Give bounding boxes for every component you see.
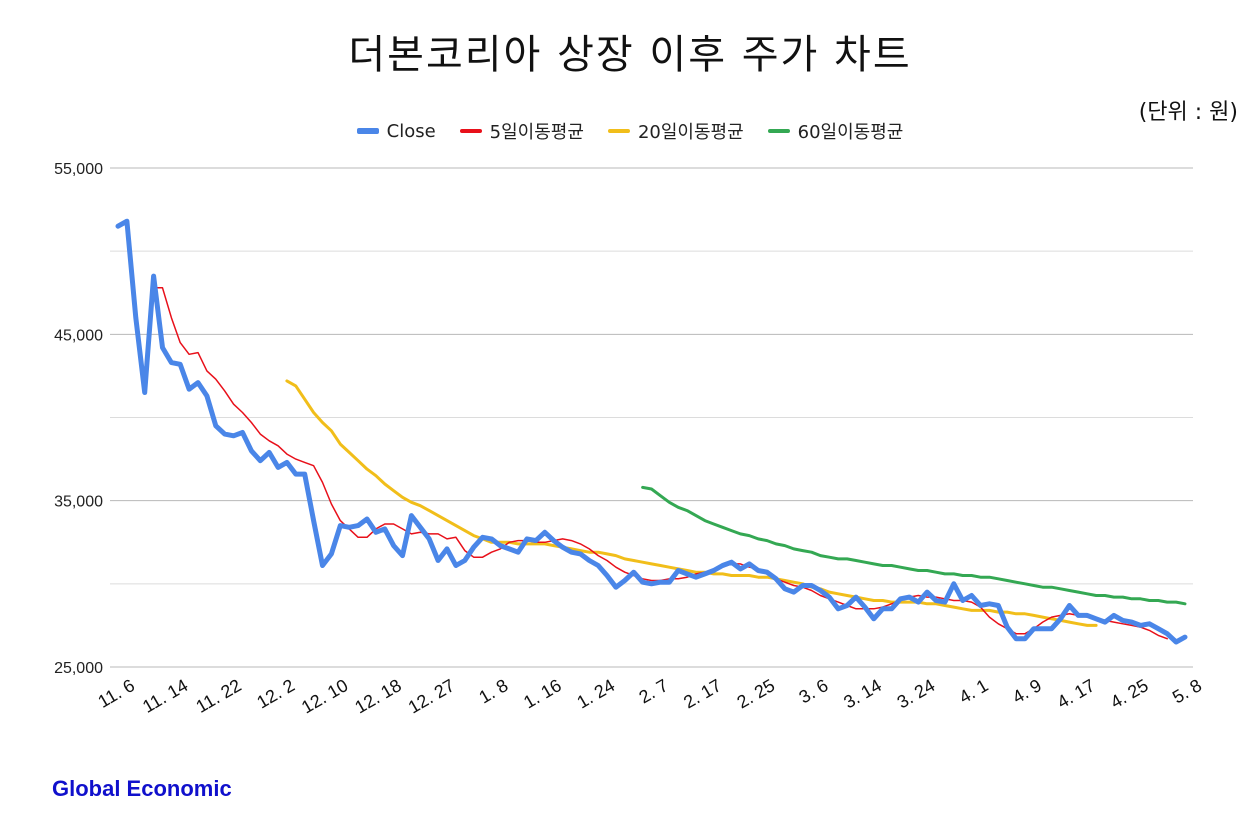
- chart-title: 더본코리아 상장 이후 주가 차트: [348, 32, 912, 78]
- legend-swatch-close: [356, 128, 379, 134]
- legend-label-ma5: 5일이동평균: [489, 122, 584, 143]
- x-tick-label: 4. 25: [1107, 675, 1152, 712]
- x-tick-label: 11. 6: [94, 675, 138, 712]
- credit-text: Global Economic: [52, 776, 232, 801]
- x-tick-label: 2. 25: [734, 675, 779, 712]
- series-close-line: [115, 218, 1188, 645]
- grid-lines: [110, 167, 1193, 668]
- x-tick-label: 2. 17: [680, 675, 725, 712]
- x-tick-label: 3. 14: [840, 675, 885, 712]
- legend-label-ma60: 60일이동평균: [797, 122, 904, 143]
- x-tick-label: 3. 6: [796, 675, 832, 707]
- x-tick-label: 4. 17: [1054, 675, 1099, 712]
- y-tick-label: 25,000: [54, 660, 103, 677]
- series-ma5-line: [152, 287, 1168, 640]
- legend-item-ma60: 60일이동평균: [767, 118, 904, 144]
- legend-swatch-ma20: [607, 129, 630, 133]
- legend-item-close: Close: [356, 118, 436, 144]
- legend-swatch-ma5: [459, 129, 482, 133]
- x-tick-label: 1. 16: [520, 675, 565, 712]
- x-axis-ticks: 11. 6 11. 14 11. 22 12. 2 12. 10 12. 18 12. 27…: [94, 675, 1205, 717]
- x-tick-label: 12. 10: [298, 675, 351, 717]
- series-ma60-line: [641, 485, 1187, 606]
- x-tick-label: 11. 22: [193, 675, 245, 717]
- x-tick-label: 12. 27: [405, 675, 458, 717]
- x-tick-label: 12. 18: [351, 675, 404, 717]
- legend-swatch-ma60: [767, 129, 790, 133]
- x-tick-label: 1. 8: [475, 675, 511, 707]
- x-tick-label: 4. 1: [956, 675, 992, 707]
- y-tick-label: 35,000: [54, 494, 103, 511]
- x-tick-label: 1. 24: [573, 675, 618, 712]
- x-tick-label: 3. 24: [894, 675, 939, 712]
- legend: Close 5일이동평균 20일이동평균 60일이동평균: [0, 118, 1260, 144]
- legend-item-ma20: 20일이동평균: [607, 118, 744, 144]
- series-lines: [115, 218, 1188, 645]
- y-axis-ticks: 25,000 35,000 45,000 55,000: [54, 161, 103, 677]
- x-tick-label: 12. 2: [253, 675, 298, 712]
- x-tick-label: 2. 7: [635, 675, 671, 707]
- unit-label: (단위 : 원): [1138, 100, 1238, 125]
- y-tick-label: 55,000: [54, 161, 103, 178]
- legend-item-ma5: 5일이동평균: [459, 118, 584, 144]
- x-tick-label: 11. 14: [139, 675, 191, 717]
- legend-label-ma20: 20일이동평균: [637, 122, 744, 143]
- y-tick-label: 45,000: [54, 327, 103, 344]
- series-ma20-line: [285, 379, 1098, 627]
- x-tick-label: 4. 9: [1009, 675, 1045, 707]
- x-tick-label: 5. 8: [1169, 675, 1205, 707]
- legend-label-close: Close: [386, 120, 436, 142]
